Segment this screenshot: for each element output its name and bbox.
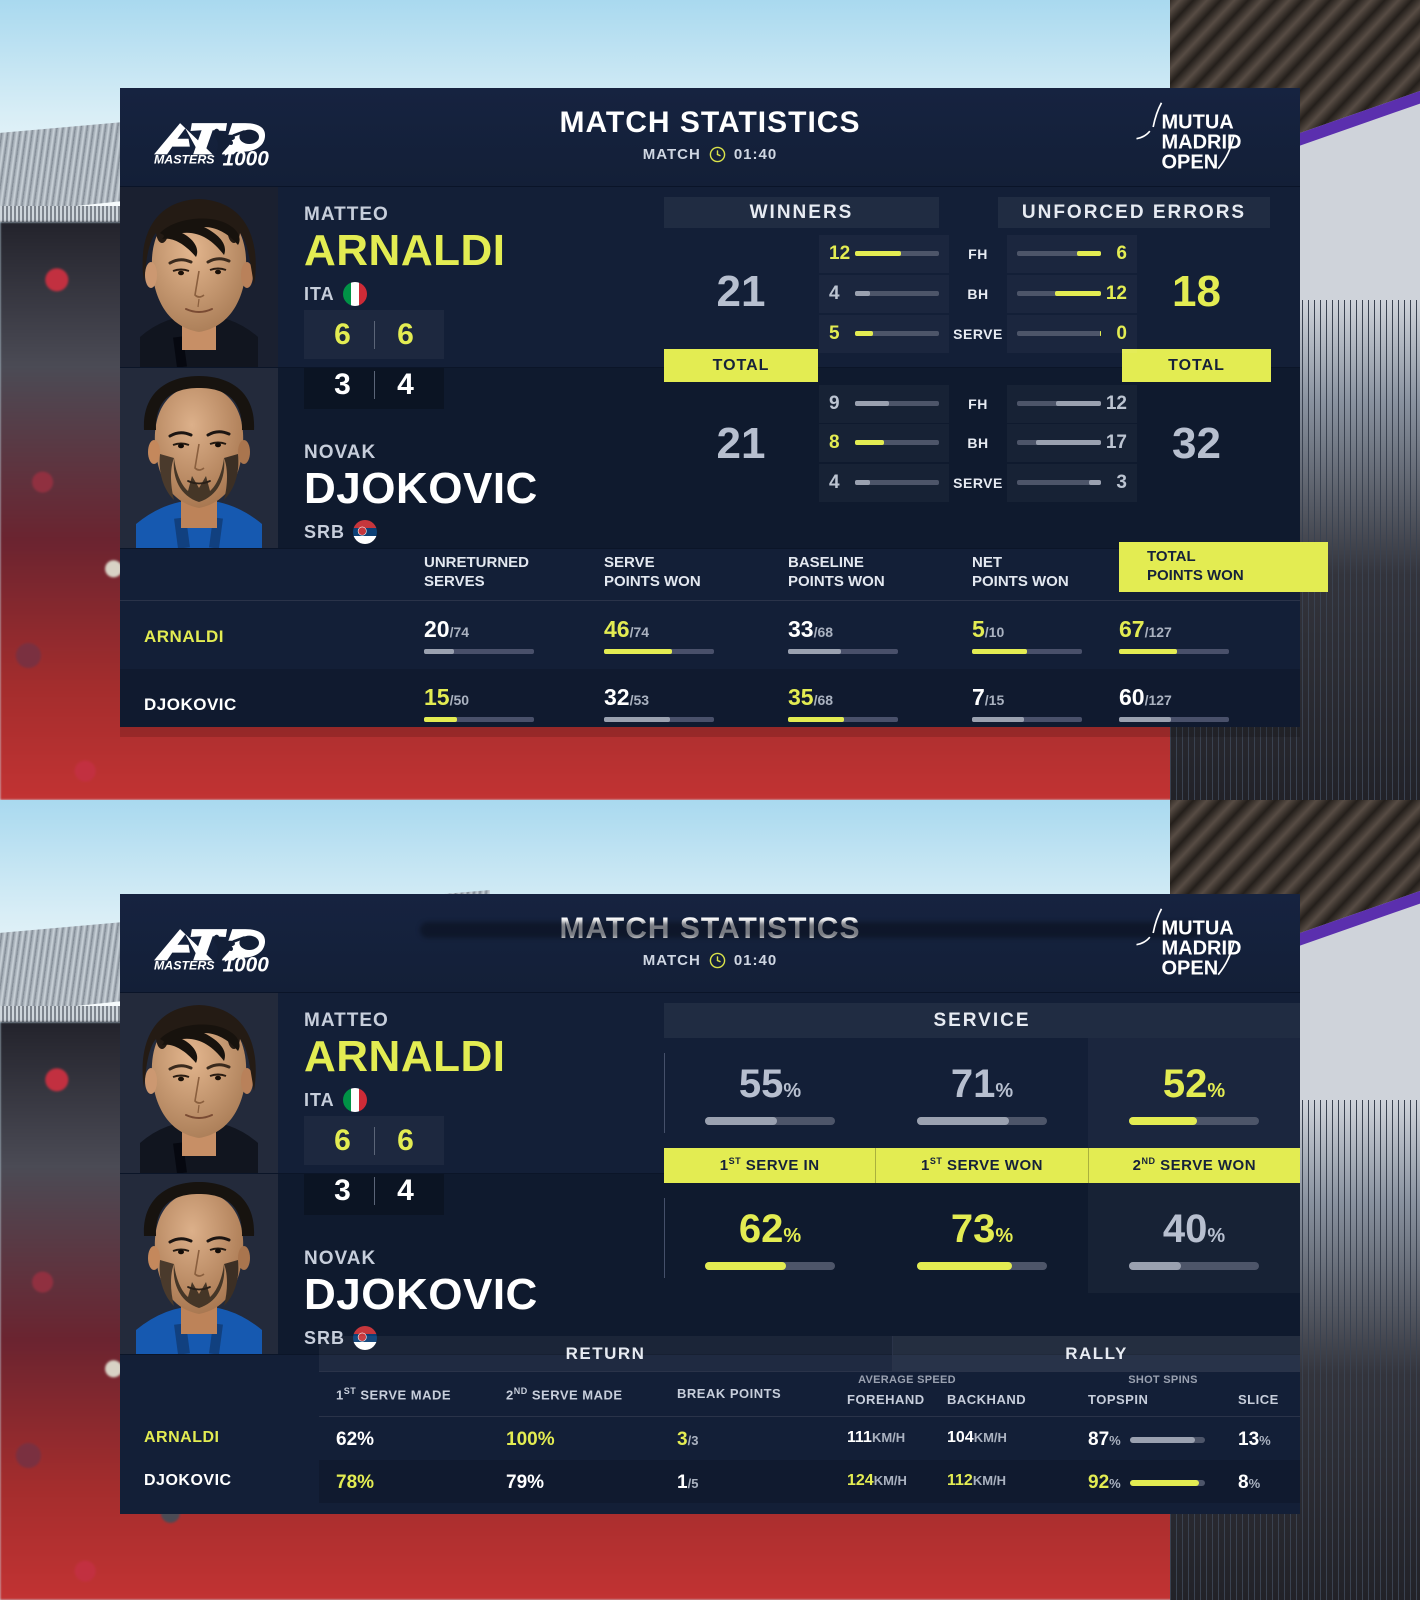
svg-text:MADRID: MADRID (1162, 938, 1242, 960)
svg-text:OPEN: OPEN (1162, 958, 1219, 980)
svg-text:MADRID: MADRID (1162, 132, 1242, 154)
svg-text:MUTUA: MUTUA (1162, 112, 1234, 134)
svg-text:MUTUA: MUTUA (1162, 918, 1234, 940)
svg-text:OPEN: OPEN (1162, 152, 1219, 174)
